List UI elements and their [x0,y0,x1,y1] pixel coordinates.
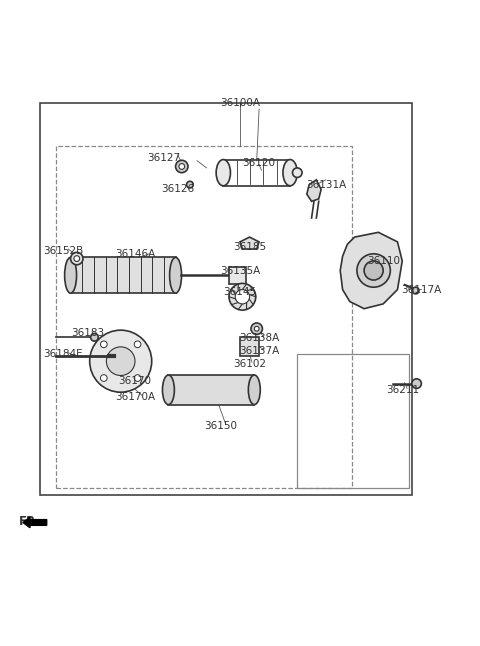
Ellipse shape [216,160,230,186]
Polygon shape [340,233,402,309]
Circle shape [412,287,419,294]
Bar [297,354,409,488]
Circle shape [364,261,383,280]
Text: 36137A: 36137A [239,346,279,356]
Ellipse shape [162,375,174,404]
Circle shape [71,253,83,265]
Circle shape [235,289,250,304]
Text: FR.: FR. [19,515,41,528]
Text: 36102: 36102 [233,359,266,369]
Circle shape [179,163,185,169]
Text: 36185: 36185 [233,242,266,252]
Text: 36211: 36211 [386,385,419,395]
Ellipse shape [283,160,297,186]
Text: 36146A: 36146A [115,249,155,259]
FancyArrow shape [23,517,47,528]
Ellipse shape [248,375,260,404]
Bar [39,103,412,495]
Text: 36150: 36150 [204,421,238,431]
Text: 36126: 36126 [161,184,194,194]
Circle shape [100,341,107,348]
Ellipse shape [169,257,181,293]
Circle shape [100,375,107,381]
Circle shape [107,347,135,375]
Circle shape [134,341,141,348]
Text: 36170: 36170 [119,376,152,386]
Circle shape [91,333,98,341]
Ellipse shape [65,257,76,293]
Text: 36100A: 36100A [220,98,260,109]
Circle shape [229,284,256,310]
Circle shape [74,256,80,262]
Text: 36183: 36183 [71,328,104,338]
Circle shape [254,326,259,331]
Text: 36120: 36120 [242,158,276,168]
Circle shape [412,379,421,388]
Circle shape [176,160,188,172]
Text: 36184E: 36184E [44,349,83,359]
Polygon shape [307,180,321,202]
Bar [229,267,246,284]
Bar [56,147,352,488]
Polygon shape [240,237,259,249]
Bar [71,257,176,293]
Text: 36145: 36145 [223,287,257,297]
Bar [168,375,254,404]
Circle shape [251,323,263,335]
Circle shape [357,254,390,287]
Text: 36131A: 36131A [306,180,346,190]
Text: 36152B: 36152B [43,246,84,256]
Text: 36135A: 36135A [220,266,260,276]
Circle shape [134,375,141,381]
Circle shape [292,168,302,178]
Circle shape [187,182,193,188]
Bar [240,337,259,357]
Text: 36127: 36127 [147,153,180,163]
Text: 36138A: 36138A [239,333,279,343]
Circle shape [90,330,152,392]
Text: 36110: 36110 [367,256,400,266]
Text: 36170A: 36170A [115,392,155,402]
Text: 36117A: 36117A [401,285,442,295]
